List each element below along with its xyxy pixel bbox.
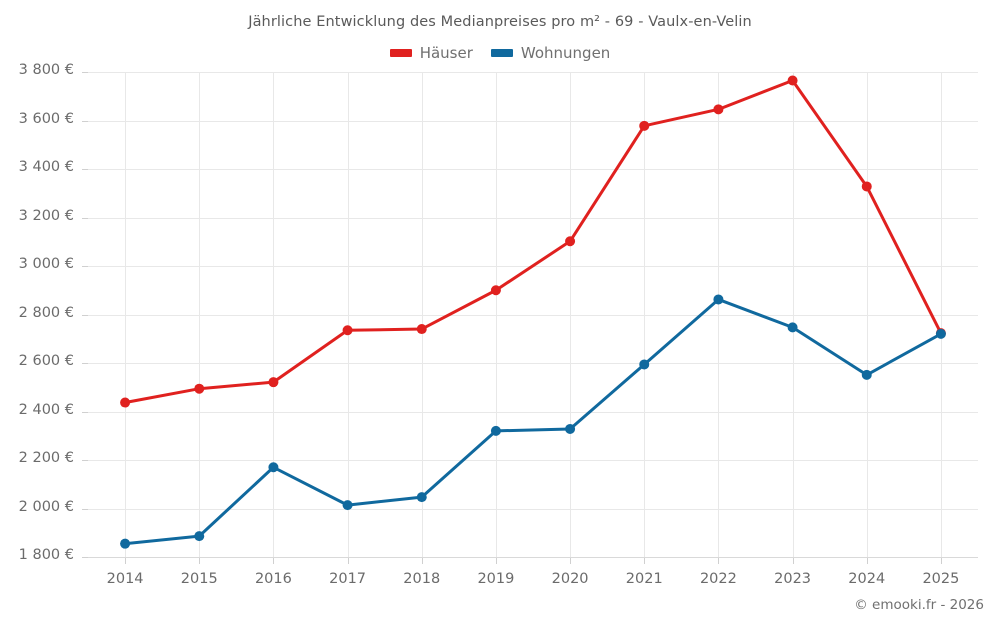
data-point-wohnungen-2024[interactable] [861, 369, 872, 380]
y-axis-tick-label: 1 800 € [18, 547, 74, 563]
data-point-häuser-2018[interactable] [416, 324, 427, 335]
x-axis-tick-label: 2022 [699, 571, 737, 587]
x-axis-tick-label: 2024 [848, 571, 886, 587]
data-point-häuser-2022[interactable] [713, 104, 724, 115]
data-point-wohnungen-2020[interactable] [565, 423, 576, 434]
x-axis-tick-label: 2019 [477, 571, 515, 587]
legend-item-hauser[interactable]: Häuser [389, 44, 473, 62]
data-point-wohnungen-2025[interactable] [935, 328, 946, 339]
data-point-häuser-2024[interactable] [861, 181, 872, 192]
chart-legend: Häuser Wohnungen [0, 44, 1000, 62]
series-line-wohnungen [123, 297, 943, 546]
y-axis-tick-label: 3 800 € [18, 62, 74, 78]
data-point-wohnungen-2017[interactable] [342, 500, 353, 511]
data-point-wohnungen-2018[interactable] [416, 492, 427, 503]
y-axis-tick-label: 3 400 € [18, 159, 74, 175]
data-point-wohnungen-2014[interactable] [120, 538, 131, 549]
chart-title: Jährliche Entwicklung des Medianpreises … [248, 14, 752, 30]
legend-label-wohnungen: Wohnungen [520, 44, 611, 62]
x-axis-tick-label: 2016 [254, 571, 292, 587]
legend-swatch-wohnungen [490, 49, 513, 57]
legend-label-hauser: Häuser [419, 44, 473, 62]
data-point-häuser-2021[interactable] [639, 120, 650, 131]
data-point-häuser-2015[interactable] [194, 383, 205, 394]
x-axis-tick-label: 2023 [774, 571, 812, 587]
data-point-wohnungen-2021[interactable] [639, 359, 650, 370]
y-axis-tick-label: 3 000 € [18, 256, 74, 272]
series-line-häuser [123, 78, 943, 405]
data-point-wohnungen-2022[interactable] [713, 294, 724, 305]
data-point-häuser-2014[interactable] [120, 397, 131, 408]
legend-item-wohnungen[interactable]: Wohnungen [490, 44, 611, 62]
y-axis-tick-label: 2 200 € [18, 450, 74, 466]
y-axis-tick-label: 2 000 € [18, 498, 74, 515]
x-axis-tick-label: 2018 [403, 571, 441, 587]
x-axis-tick-label: 2021 [625, 571, 663, 587]
data-point-häuser-2023[interactable] [787, 75, 798, 86]
x-axis-tick-label: 2020 [551, 571, 589, 587]
data-point-wohnungen-2016[interactable] [268, 462, 279, 473]
data-point-wohnungen-2023[interactable] [787, 322, 798, 333]
y-axis-tick-label: 2 600 € [18, 353, 74, 369]
x-axis-tick-label: 2025 [922, 571, 960, 587]
y-axis-tick-label: 3 200 € [18, 207, 74, 224]
y-axis-tick-label: 3 600 € [18, 110, 74, 127]
y-axis-tick-label: 2 800 € [18, 304, 74, 321]
data-point-wohnungen-2019[interactable] [490, 425, 501, 436]
data-point-häuser-2020[interactable] [565, 236, 576, 247]
legend-swatch-hauser [389, 49, 412, 57]
x-axis-tick-label: 2014 [106, 571, 144, 587]
x-axis-tick-label: 2017 [329, 571, 367, 587]
copyright-credit: © emooki.fr - 2026 [854, 597, 984, 613]
data-point-häuser-2017[interactable] [342, 325, 353, 336]
data-point-häuser-2019[interactable] [490, 285, 501, 296]
data-point-wohnungen-2015[interactable] [194, 531, 205, 542]
x-axis-tick-label: 2015 [180, 571, 218, 587]
data-point-häuser-2016[interactable] [268, 377, 279, 388]
y-axis-tick-label: 2 400 € [18, 401, 74, 418]
